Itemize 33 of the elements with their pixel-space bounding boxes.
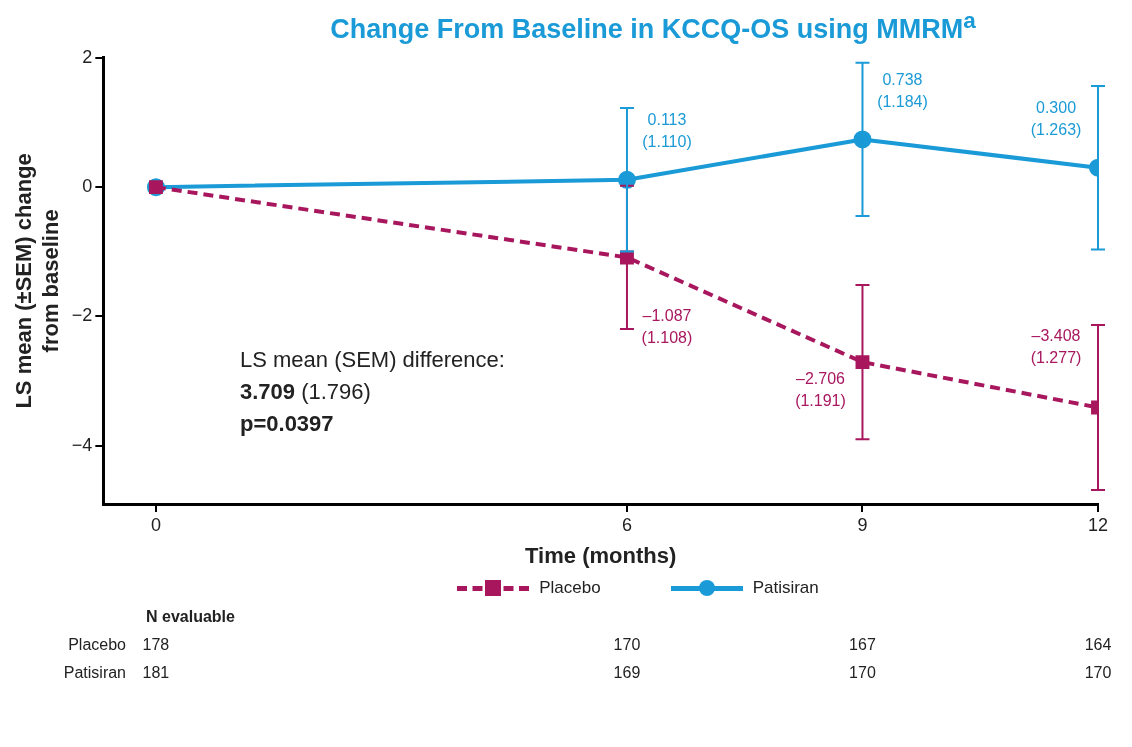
- text: 170: [612, 636, 642, 654]
- chart-title: Change From Baseline in KCCQ-OS using MMRM$^{a}$: [329, 8, 977, 44]
- y-axis-title: LS mean (±SEM) change from baseline: [11, 153, 63, 409]
- text: 178: [141, 636, 171, 654]
- annotation: 3.709 (1.796): [240, 378, 372, 406]
- legend-label: Patisiran: [752, 578, 819, 598]
- data-label: 0.300 (1.263): [1030, 99, 1082, 139]
- x-tick-label: 6: [621, 514, 632, 535]
- text: 170: [1083, 664, 1113, 682]
- data-label: –2.706 (1.191): [795, 369, 846, 409]
- text: 167: [848, 636, 877, 654]
- annotation: p=0.0397: [240, 411, 334, 436]
- x-tick-label: 0: [150, 514, 161, 535]
- y-tick-label: −4: [71, 434, 93, 455]
- x-tick-label: 9: [857, 514, 868, 535]
- x-axis-title: Time (months): [525, 542, 677, 568]
- y-tick-label: 0: [82, 176, 93, 197]
- y-tick-label: −2: [71, 305, 93, 326]
- text: Patisiran: [63, 664, 126, 682]
- y-tick-label: 2: [82, 46, 93, 67]
- text: 164: [1083, 636, 1113, 654]
- annotation: LS mean (SEM) difference:: [240, 346, 505, 374]
- x-tick-label: 12: [1087, 514, 1109, 535]
- data-label: 0.738 (1.184): [877, 70, 928, 110]
- data-label: –3.408 (1.277): [1030, 326, 1082, 366]
- text: 169: [612, 664, 642, 682]
- text: 170: [848, 664, 877, 682]
- text: Placebo: [68, 636, 126, 654]
- data-label: 0.113 (1.110): [642, 111, 692, 151]
- text: 181: [141, 664, 171, 682]
- text: N evaluable: [146, 608, 235, 626]
- data-label: –1.087 (1.108): [641, 306, 693, 346]
- legend-label: Placebo: [539, 578, 601, 598]
